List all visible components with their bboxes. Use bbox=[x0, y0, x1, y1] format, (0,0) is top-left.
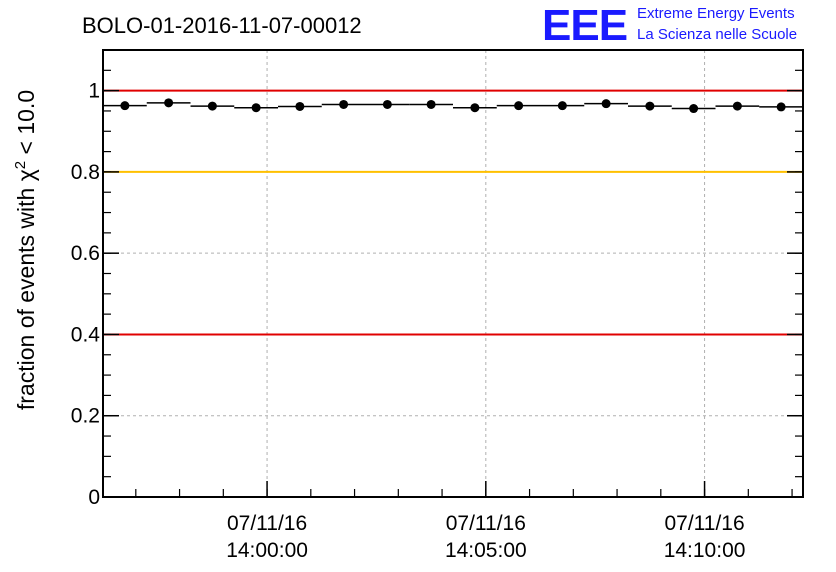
y-axis-label-exponent: 2 bbox=[12, 161, 29, 169]
x-tick-time-label: 14:05:00 bbox=[445, 539, 527, 562]
x-tick-date-label: 07/11/16 bbox=[664, 512, 744, 535]
data-point bbox=[251, 103, 261, 113]
data-point bbox=[689, 104, 699, 114]
y-tick-label: 1 bbox=[88, 80, 100, 103]
x-tick-date-label: 07/11/16 bbox=[446, 512, 526, 535]
tick-labels: 0 0.2 0.4 0.6 0.8 1 07/11/16 14:00:00 07/11/16 14… bbox=[71, 80, 746, 562]
reference-lines bbox=[103, 89, 803, 336]
logo-line-1: Extreme Energy Events bbox=[637, 5, 795, 22]
data-point bbox=[164, 98, 174, 108]
y-axis-label-chi: χ bbox=[13, 169, 39, 181]
data-series bbox=[103, 98, 803, 114]
x-tick-date-label: 07/11/16 bbox=[227, 512, 307, 535]
data-point bbox=[776, 102, 786, 112]
data-point bbox=[426, 99, 436, 109]
plot-area-border bbox=[102, 49, 804, 498]
data-point bbox=[470, 103, 480, 113]
logo-mark: EEE bbox=[542, 1, 627, 50]
y-axis-label-prefix: fraction of events with bbox=[13, 188, 39, 410]
data-point bbox=[514, 101, 524, 111]
eee-logo: EEE Extreme Energy Events La Scienza nel… bbox=[542, 1, 797, 50]
logo-line-2: La Scienza nelle Scuole bbox=[637, 26, 797, 43]
data-point bbox=[732, 101, 742, 111]
x-tick-time-label: 14:10:00 bbox=[664, 539, 746, 562]
x-tick-time-label: 14:00:00 bbox=[226, 539, 308, 562]
y-tick-label: 0.4 bbox=[71, 323, 101, 346]
data-point bbox=[601, 99, 611, 109]
y-tick-label: 0 bbox=[88, 486, 100, 509]
y-tick-label: 0.8 bbox=[71, 161, 100, 184]
data-point bbox=[382, 99, 392, 109]
data-point bbox=[645, 101, 655, 111]
y-tick-label: 0.6 bbox=[71, 242, 100, 265]
chart-title: BOLO-01-2016-11-07-00012 bbox=[82, 13, 362, 38]
y-axis-label: fraction of events with χ2 < 10.0 bbox=[12, 90, 39, 410]
data-point bbox=[207, 101, 217, 111]
plot-frame bbox=[102, 49, 804, 498]
y-tick-label: 0.2 bbox=[71, 405, 100, 428]
y-axis-label-suffix: < 10.0 bbox=[13, 90, 39, 155]
axis-ticks bbox=[103, 49, 803, 498]
data-point bbox=[295, 101, 305, 111]
data-point bbox=[339, 99, 349, 109]
grid-layer bbox=[103, 50, 803, 498]
data-point bbox=[557, 101, 567, 111]
data-point bbox=[120, 101, 130, 111]
